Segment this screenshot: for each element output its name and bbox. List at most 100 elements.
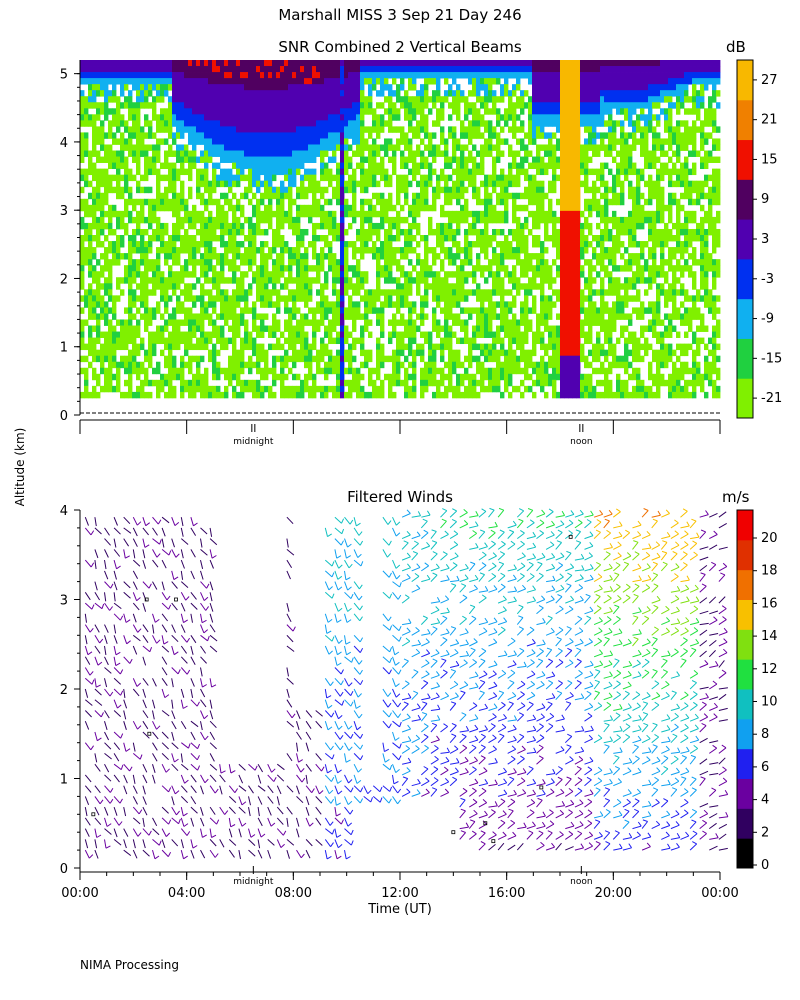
snr-y-tick-label: 1 — [60, 341, 68, 356]
wind-barb — [171, 699, 174, 709]
wind-barb — [593, 843, 601, 851]
wind-barb — [468, 618, 477, 625]
wind-barb-flag — [341, 518, 345, 524]
wind-barb — [382, 785, 391, 792]
wind-barb — [344, 678, 350, 687]
wind-barb — [132, 817, 141, 825]
wind-barb-flag — [359, 680, 364, 685]
wind-barb-flag — [691, 647, 697, 651]
wind-barb-flag — [397, 713, 402, 718]
wind-barb — [651, 629, 659, 636]
wind-barb-flag — [109, 606, 113, 611]
wind-barb-flag — [387, 616, 392, 622]
wind-barb — [545, 511, 554, 518]
wind-barb-flag — [483, 627, 488, 632]
wind-barb-flag — [538, 755, 544, 759]
wind-barb — [180, 849, 184, 859]
wind-barb-flag — [701, 701, 707, 706]
wind-barb-flag — [442, 615, 448, 619]
wind-barb-flag — [502, 595, 507, 601]
wind-barb-flag — [595, 594, 601, 597]
wind-barb — [641, 846, 651, 851]
wind-barb-flag — [617, 595, 622, 600]
wind-barb — [392, 570, 397, 580]
wind-barb — [161, 635, 165, 645]
wind-barb-flag — [309, 822, 314, 827]
wind-barb-flag — [445, 628, 450, 634]
wind-barb — [344, 839, 352, 846]
wind-barb-flag — [589, 702, 594, 708]
wind-barb-flag — [406, 509, 411, 514]
wind-barb — [449, 642, 459, 647]
wind-barb — [603, 619, 612, 626]
wind-barb — [113, 667, 121, 675]
wind-barb — [718, 522, 727, 529]
wind-barb — [440, 695, 449, 701]
wind-barb-flag — [470, 561, 476, 565]
wind-barb-flag — [652, 744, 658, 747]
wind-barb-flag — [388, 798, 392, 804]
wind-barb-flag — [456, 757, 460, 763]
wind-barb-flag — [674, 530, 679, 535]
wind-barb-flag — [636, 831, 641, 836]
wind-barb-flag — [336, 813, 341, 817]
wind-barb — [84, 592, 91, 601]
wind-barb — [488, 834, 497, 840]
wind-barb — [613, 632, 623, 636]
wind-barb-flag — [490, 723, 496, 727]
wind-barb — [545, 631, 555, 636]
wind-barb-flag — [662, 561, 668, 565]
wind-barb — [104, 667, 112, 674]
wind-barb — [209, 720, 217, 729]
wind-barb-flag — [498, 561, 504, 565]
wind-barb-flag — [118, 821, 123, 826]
wind-barb — [382, 710, 390, 718]
snr-colorbar-label: 3 — [761, 232, 769, 247]
wind-barb — [603, 610, 613, 615]
wind-barb-flag — [359, 733, 364, 739]
wind-barb-flag — [674, 573, 679, 577]
wind-barb — [401, 542, 409, 550]
wind-barb-flag — [432, 722, 437, 726]
wind-barb-flag — [126, 640, 131, 645]
winds-x-tick-label: 20:00 — [595, 886, 632, 901]
wind-barb-flag — [117, 704, 122, 709]
wind-barb-flag — [337, 607, 343, 612]
wind-barb — [603, 772, 613, 776]
wind-barb-flag — [518, 615, 524, 619]
wind-barb — [574, 824, 584, 830]
wind-barb-flag — [594, 690, 600, 694]
wind-barb — [440, 567, 450, 572]
wind-barb-flag — [452, 508, 457, 512]
wind-barb — [94, 763, 101, 772]
wind-barb — [526, 509, 534, 518]
snr-colorbar-band — [737, 258, 753, 300]
winds-colorbar-label: 20 — [761, 531, 778, 546]
wind-barb — [353, 581, 360, 590]
wind-barb — [180, 806, 184, 817]
wind-barb-flag — [644, 658, 650, 663]
wind-barb — [603, 740, 613, 744]
wind-barb — [593, 664, 603, 668]
wind-barb — [171, 806, 177, 816]
wind-barb — [651, 607, 659, 615]
wind-barb-flag — [596, 561, 601, 566]
wind-barb — [507, 543, 516, 550]
wind-barb — [689, 608, 699, 615]
wind-barb — [420, 736, 429, 744]
wind-barb — [680, 757, 687, 765]
wind-barb — [305, 796, 310, 806]
wind-barb-flag — [599, 509, 604, 515]
wind-barb — [507, 524, 517, 529]
wind-barb — [699, 813, 708, 819]
wind-barb — [104, 731, 110, 741]
wind-barb-flag — [675, 563, 680, 568]
wind-barb — [661, 740, 671, 744]
wind-barb — [238, 763, 246, 771]
wind-barb — [440, 672, 448, 679]
wind-barb — [123, 591, 131, 599]
wind-barb — [401, 717, 411, 722]
wind-barb — [161, 817, 169, 825]
wind-barb — [612, 832, 620, 840]
wind-barb — [680, 564, 688, 572]
